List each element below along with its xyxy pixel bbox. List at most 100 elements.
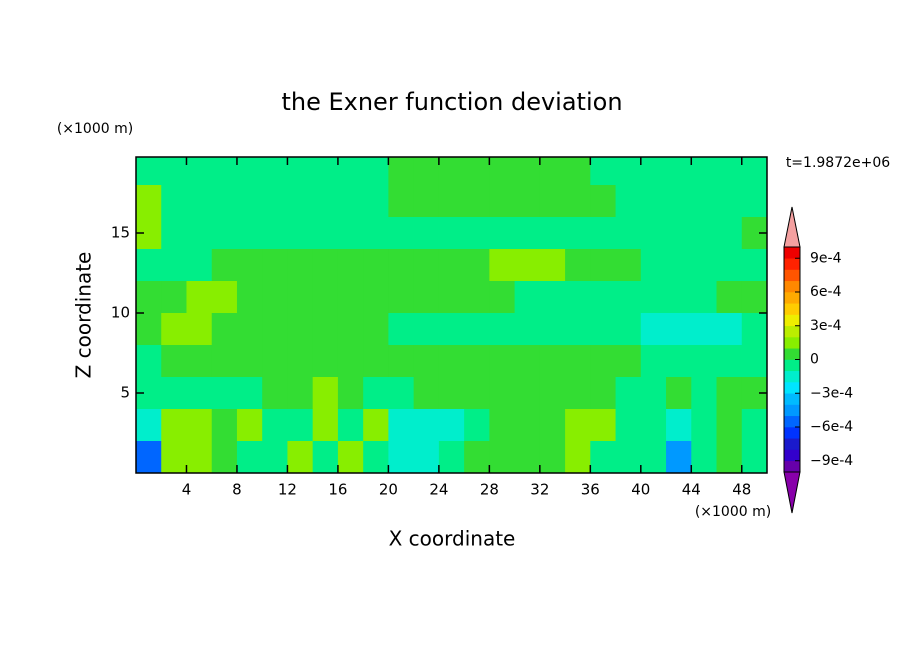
contour-cell xyxy=(489,249,516,282)
contour-cell xyxy=(287,157,314,186)
contour-cell xyxy=(464,345,490,378)
contour-cell xyxy=(438,441,465,473)
contour-cell xyxy=(337,441,364,473)
colorbar-swatch xyxy=(784,415,800,428)
contour-cell xyxy=(186,377,213,410)
contour-cell xyxy=(337,281,364,314)
y-tick-label: 10 xyxy=(111,304,130,322)
contour-cell xyxy=(438,217,465,250)
contour-cell xyxy=(312,217,339,250)
colorbar-swatch xyxy=(784,258,800,270)
contour-cell xyxy=(161,441,187,473)
contour-cell xyxy=(388,185,415,218)
contour-cell xyxy=(590,217,617,250)
x-tick-label: 40 xyxy=(631,481,650,499)
contour-cell xyxy=(186,409,213,442)
contour-cell xyxy=(565,409,591,442)
contour-cell xyxy=(337,313,364,346)
contour-cell xyxy=(262,409,288,442)
contour-cell xyxy=(438,281,465,314)
contour-cell xyxy=(388,377,415,410)
contour-cell xyxy=(262,377,288,410)
contour-cell xyxy=(438,345,465,378)
x-tick-label: 32 xyxy=(530,481,549,499)
contour-cell xyxy=(666,157,692,186)
contour-cell xyxy=(741,185,767,218)
x-axis-title: X coordinate xyxy=(389,527,516,551)
contour-cell xyxy=(438,409,465,442)
contour-cell xyxy=(161,249,187,282)
contour-cell xyxy=(287,441,314,473)
contour-cell xyxy=(640,185,667,218)
contour-cell xyxy=(262,157,288,186)
contour-cell xyxy=(236,409,263,442)
contour-cell xyxy=(464,157,490,186)
contour-cell xyxy=(741,281,767,314)
contour-cell xyxy=(161,185,187,218)
contour-cell xyxy=(161,313,187,346)
contour-cell xyxy=(413,377,440,410)
contour-cell xyxy=(388,441,415,473)
colorbar-swatch xyxy=(784,247,800,259)
colorbar-tick-label: 6e-4 xyxy=(810,284,842,300)
colorbar-tick-label: −3e-4 xyxy=(810,385,853,401)
contour-cell xyxy=(161,409,187,442)
colorbar-swatch xyxy=(784,280,800,293)
contour-cell xyxy=(489,157,516,186)
contour-cell xyxy=(136,157,162,186)
contour-cell xyxy=(691,157,718,186)
contour-cell xyxy=(211,185,238,218)
contour-cell xyxy=(287,409,314,442)
contour-cell xyxy=(514,441,541,473)
contour-cell xyxy=(539,409,566,442)
contour-cell xyxy=(741,345,767,378)
contour-cell xyxy=(666,345,692,378)
contour-cell xyxy=(691,313,718,346)
contour-cell xyxy=(640,157,667,186)
colorbar-tick-label: 3e-4 xyxy=(810,318,842,334)
contour-cell xyxy=(666,441,692,473)
contour-cell xyxy=(514,217,541,250)
contour-cell xyxy=(716,441,743,473)
contour-cell xyxy=(363,281,389,314)
contour-cell xyxy=(464,377,490,410)
contour-cell xyxy=(363,313,389,346)
contour-cell xyxy=(211,281,238,314)
contour-cell xyxy=(741,157,767,186)
contour-cell xyxy=(716,157,743,186)
contour-cell xyxy=(691,217,718,250)
contour-cell xyxy=(186,281,213,314)
x-tick-label: 4 xyxy=(182,481,192,499)
colorbar-swatch xyxy=(784,303,800,315)
contour-cell xyxy=(666,377,692,410)
x-tick-label: 20 xyxy=(379,481,398,499)
chart-title: the Exner function deviation xyxy=(281,88,622,116)
contour-cell xyxy=(514,185,541,218)
contour-cell xyxy=(211,345,238,378)
colorbar-swatch xyxy=(784,460,800,473)
y-tick-label: 15 xyxy=(111,224,130,242)
contour-cell xyxy=(287,377,314,410)
contour-cell xyxy=(615,313,642,346)
x-tick-label: 28 xyxy=(480,481,499,499)
contour-cell xyxy=(514,281,541,314)
contour-cell xyxy=(590,249,617,282)
contour-cell xyxy=(565,249,591,282)
contour-cell xyxy=(161,217,187,250)
contour-cell xyxy=(716,377,743,410)
contour-cell xyxy=(438,157,465,186)
contour-cell xyxy=(186,313,213,346)
contour-cell xyxy=(716,345,743,378)
contour-cell xyxy=(388,157,415,186)
contour-cell xyxy=(337,377,364,410)
contour-cell xyxy=(716,185,743,218)
contour-cell xyxy=(438,249,465,282)
contour-cell xyxy=(615,377,642,410)
contour-cell xyxy=(489,409,516,442)
contour-cell xyxy=(565,377,591,410)
contour-cell xyxy=(666,313,692,346)
y-tick-label: 5 xyxy=(120,384,130,402)
contour-cell xyxy=(211,377,238,410)
contour-cell xyxy=(716,217,743,250)
contour-cell xyxy=(312,185,339,218)
